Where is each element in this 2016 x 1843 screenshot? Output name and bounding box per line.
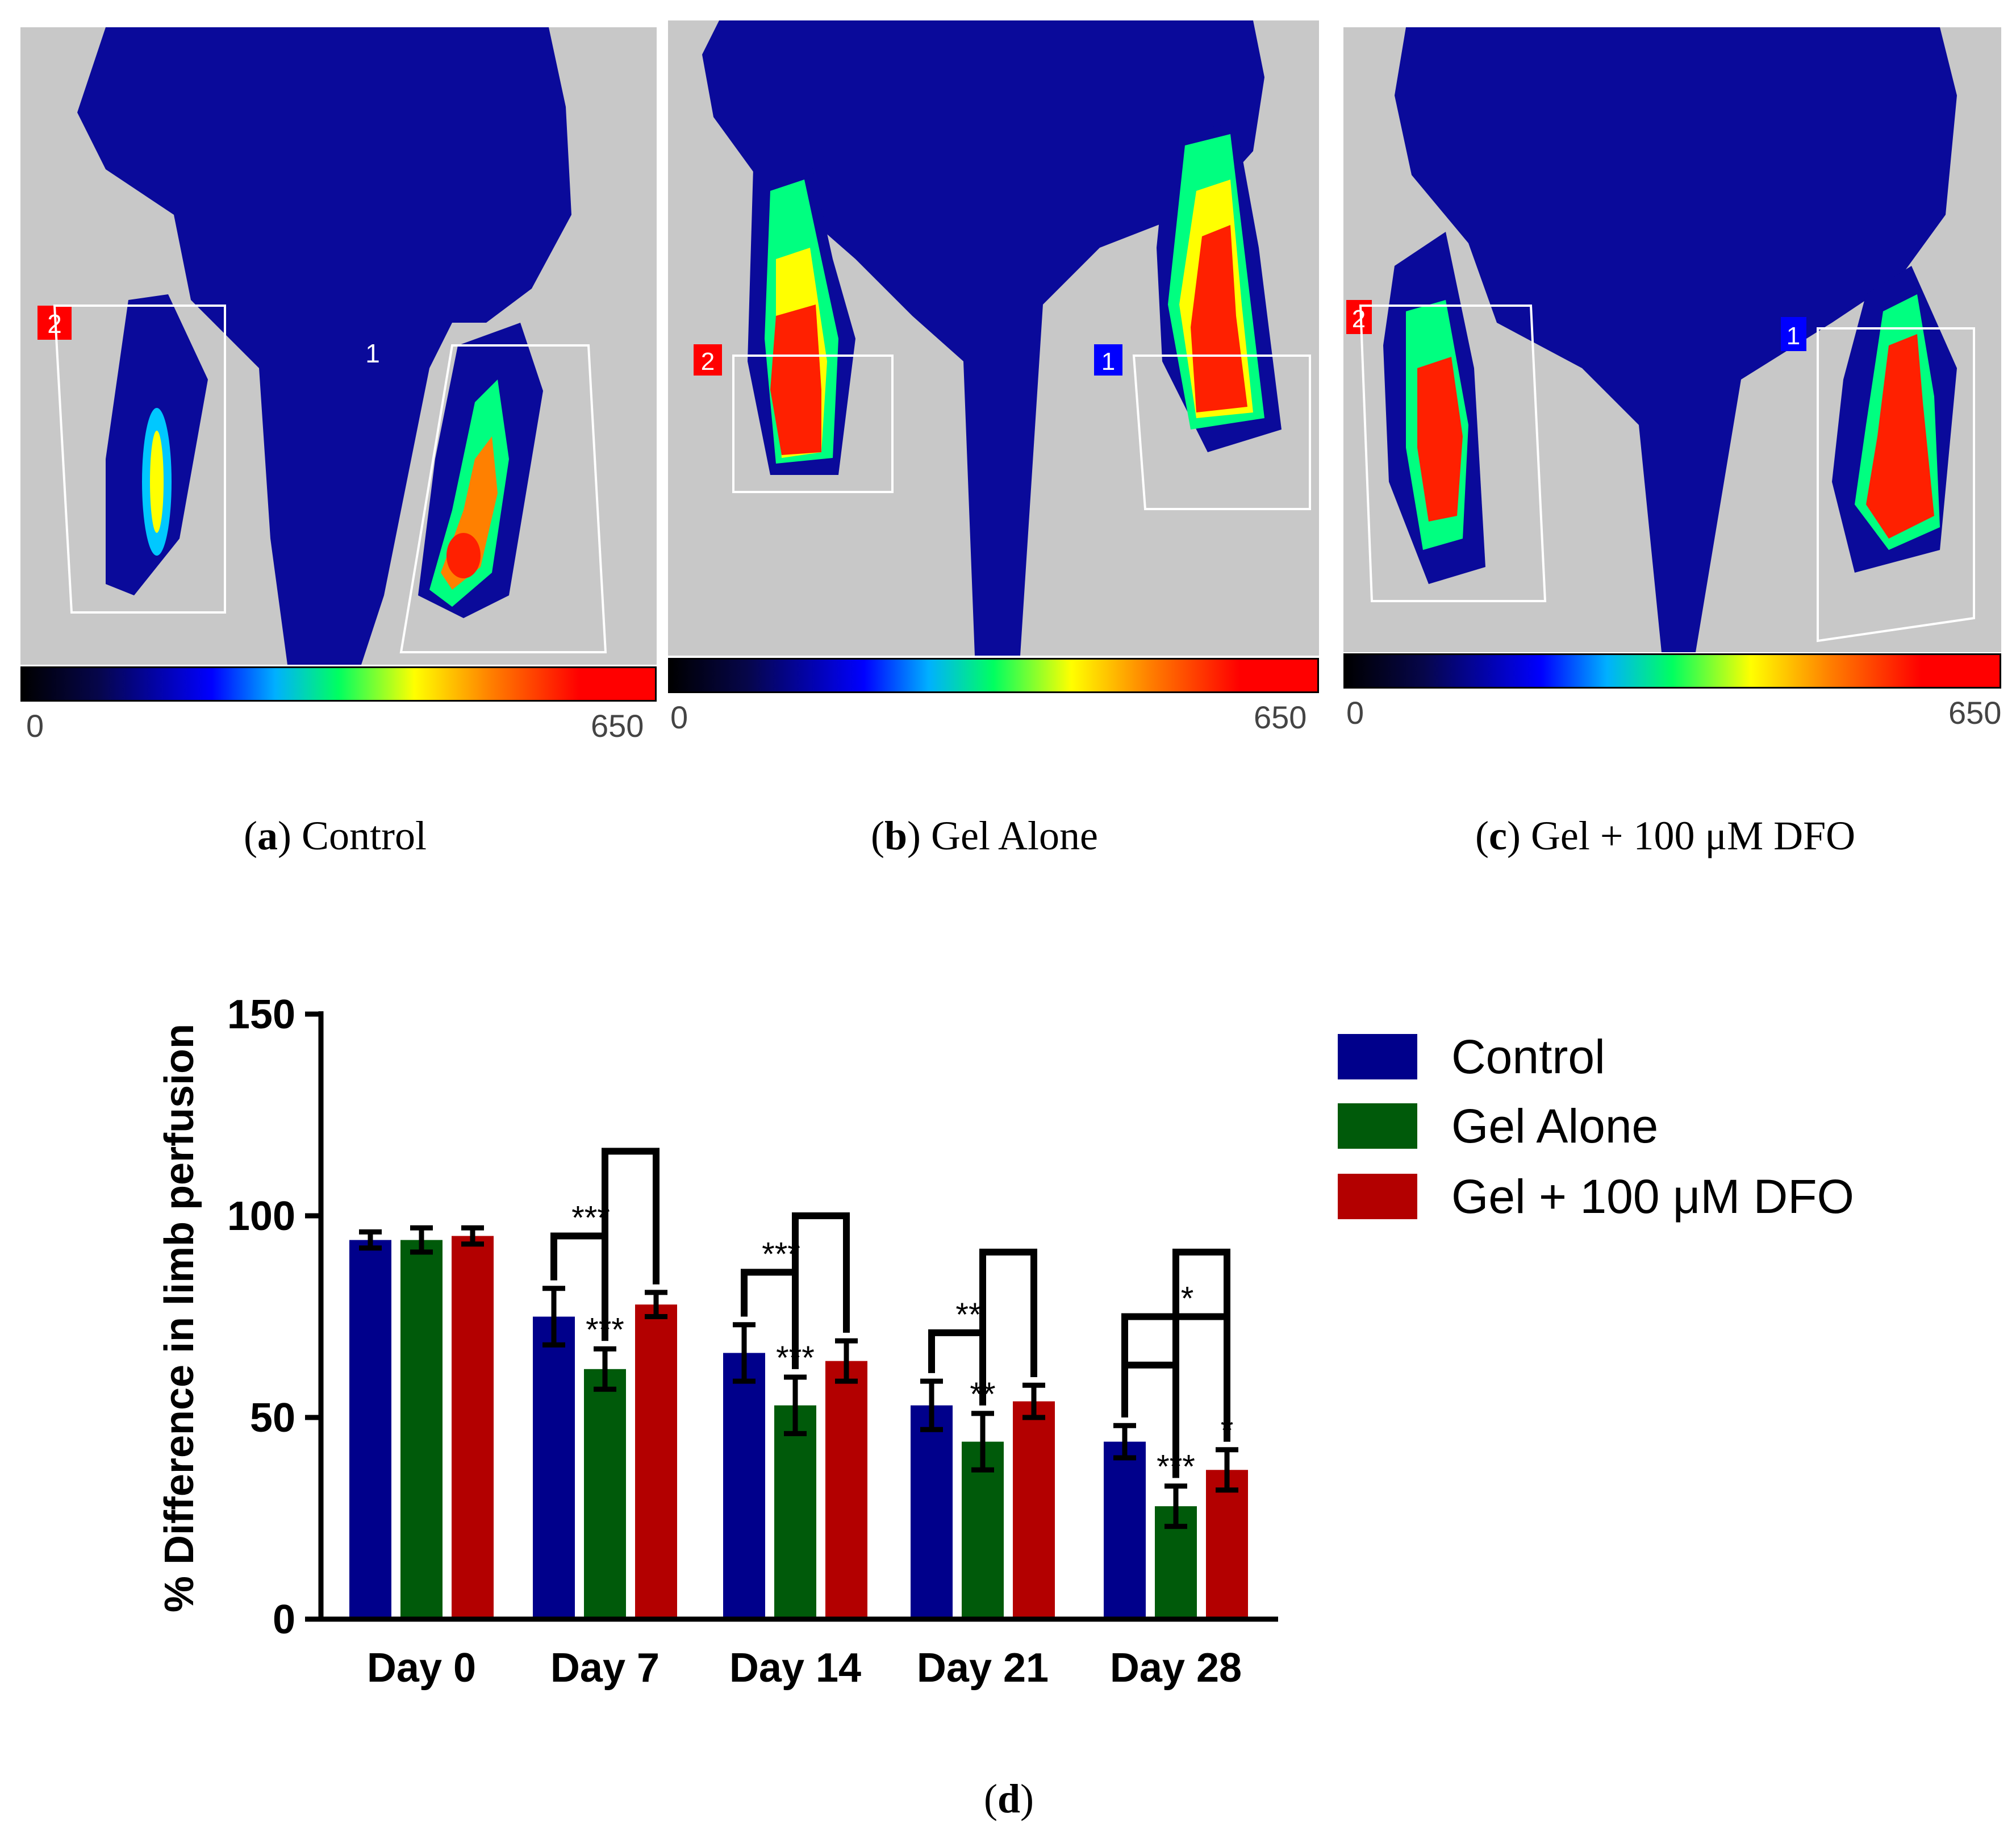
- bar: [825, 1361, 867, 1619]
- significance-label: *: [1181, 1281, 1194, 1317]
- y-tick-label: 100: [227, 1194, 295, 1239]
- bar-annotation: **: [970, 1376, 995, 1413]
- bar: [635, 1304, 677, 1619]
- color-scale-bar-gel-alone: [668, 658, 1319, 693]
- y-axis-label: % Difference in limb perfusion: [157, 1024, 202, 1612]
- y-tick-label: 0: [273, 1597, 295, 1642]
- roi-number: 1: [1787, 322, 1800, 350]
- scale-max-label: 650: [1948, 695, 2002, 731]
- perfusion-image-gel-dfo: 2 1: [1343, 27, 2001, 652]
- x-tick-label: Day 7: [550, 1645, 660, 1691]
- perfusion-heatmap-control: 2 1: [37, 27, 607, 665]
- bar: [1206, 1470, 1248, 1619]
- x-tick-label: Day 28: [1110, 1645, 1242, 1691]
- perfusion-image-control: 2 1: [20, 27, 657, 665]
- significance-bracket: [792, 1212, 850, 1369]
- bar: [349, 1240, 391, 1619]
- roi-number: 2: [1352, 305, 1366, 333]
- roi-number: 1: [365, 339, 380, 368]
- roi-box-2: [732, 355, 894, 493]
- legend-label: Gel + 100 μM DFO: [1451, 1169, 1854, 1223]
- bar: [452, 1236, 494, 1619]
- x-tick-label: Day 0: [367, 1645, 476, 1691]
- roi-number: 2: [701, 348, 715, 376]
- significance-bracket: [602, 1148, 660, 1341]
- legend-swatch-gel-dfo: [1338, 1174, 1417, 1219]
- perfusion-heatmap-gel-dfo: 2 1: [1346, 27, 1975, 652]
- caption-d: (d): [984, 1776, 1034, 1821]
- bar-annotation: ***: [776, 1340, 815, 1377]
- color-scale-bar-control: [20, 666, 657, 702]
- scale-min-label: 0: [670, 699, 688, 735]
- x-tick-label: Day 21: [917, 1645, 1049, 1691]
- caption-a: (a) Control: [244, 813, 427, 858]
- roi-label-1-gel: [1094, 344, 1122, 376]
- bar: [911, 1405, 953, 1619]
- legend-label: Control: [1451, 1029, 1605, 1083]
- roi-label-1-dfo: [1781, 317, 1806, 351]
- bar: [723, 1353, 765, 1619]
- x-tick-label: Day 14: [729, 1645, 861, 1691]
- bar: [1013, 1401, 1055, 1619]
- legend-label: Gel Alone: [1451, 1099, 1659, 1153]
- bar-annotation: *: [1221, 1412, 1234, 1449]
- y-tick-label: 150: [227, 992, 295, 1037]
- roi-box-2: [53, 305, 226, 614]
- bar: [584, 1369, 626, 1619]
- bar-annotation: ***: [586, 1311, 624, 1348]
- roi-box-1: [399, 344, 607, 653]
- roi-box-1: [1132, 355, 1311, 510]
- bar: [774, 1405, 816, 1619]
- legend-swatch-gel-alone: [1338, 1103, 1417, 1149]
- legend-item-gel-alone: Gel Alone: [1338, 1099, 1658, 1153]
- legend-item-control: Control: [1338, 1030, 1605, 1083]
- scale-min-label: 0: [1346, 695, 1364, 731]
- perfusion-heatmap-gel-alone: 2 1: [694, 20, 1311, 656]
- bar: [533, 1316, 575, 1619]
- bar: [1104, 1441, 1146, 1619]
- y-tick-label: 50: [250, 1395, 295, 1441]
- roi-number: 1: [1101, 348, 1115, 376]
- perfusion-image-gel-alone: 2 1: [668, 20, 1319, 656]
- roi-label-2-gel: [694, 344, 722, 376]
- scale-max-label: 650: [1254, 699, 1307, 735]
- significance-label: **: [955, 1296, 981, 1333]
- caption-c: (c) Gel + 100 μM DFO: [1475, 813, 1856, 858]
- caption-b: (b) Gel Alone: [871, 813, 1098, 858]
- scale-min-label: 0: [26, 708, 44, 744]
- bar-annotation: ***: [1157, 1449, 1195, 1486]
- significance-bracket: [1172, 1248, 1230, 1478]
- significance-bracket: [979, 1248, 1037, 1406]
- scale-max-label: 650: [591, 708, 644, 744]
- bar: [400, 1240, 443, 1619]
- legend-item-gel-dfo: Gel + 100 μM DFO: [1338, 1170, 1854, 1223]
- roi-box-2: [1359, 305, 1547, 602]
- color-scale-bar-gel-dfo: [1343, 653, 2001, 689]
- legend-swatch-control: [1338, 1034, 1417, 1079]
- roi-box-1: [1817, 327, 1975, 643]
